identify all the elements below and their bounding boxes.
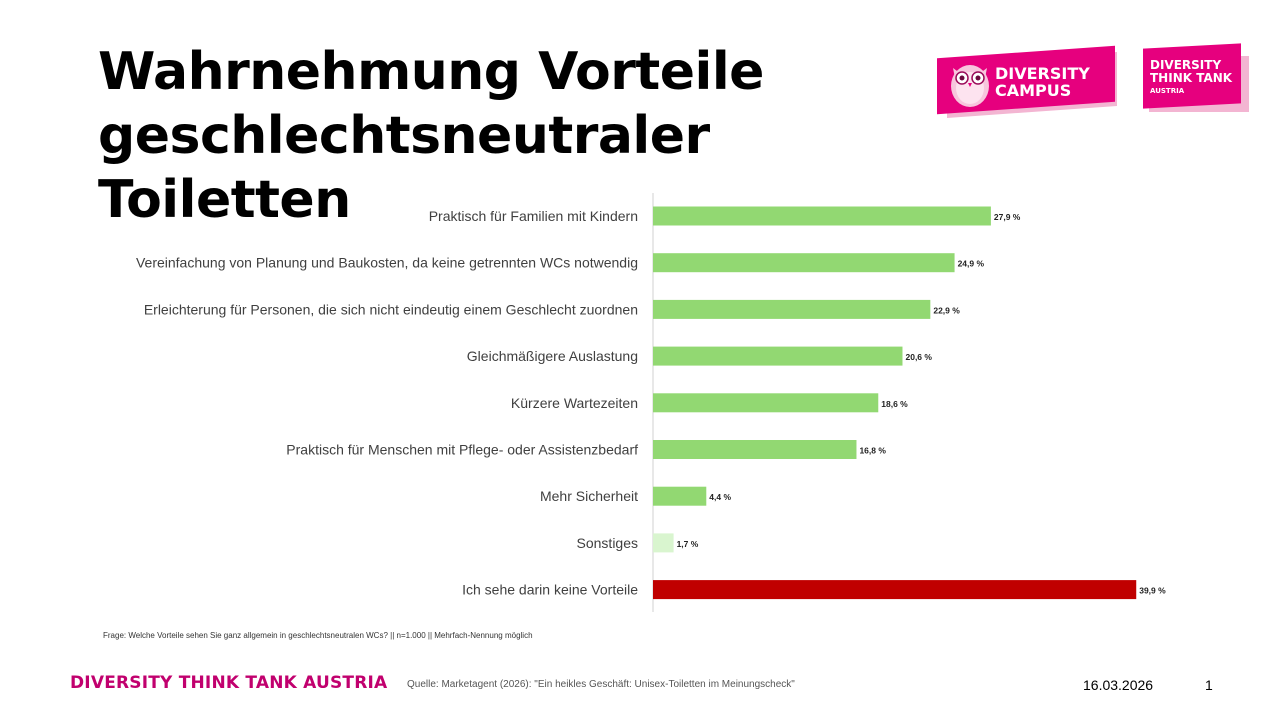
diversity-think-tank-logo: DIVERSITY THINK TANK AUSTRIA: [1143, 43, 1251, 112]
data-label: 27,9 %: [994, 212, 1021, 222]
bar: [653, 440, 857, 459]
data-label: 39,9 %: [1139, 586, 1166, 596]
survey-question-note: Frage: Welche Vorteile sehen Sie ganz al…: [103, 631, 533, 640]
title-line-2: geschlechtsneutraler Toiletten: [98, 106, 710, 230]
data-label: 20,6 %: [905, 352, 932, 362]
diversity-campus-logo: DIVERSITY CAMPUS: [937, 45, 1117, 118]
campus-logo-line-2: CAMPUS: [995, 81, 1072, 100]
category-label: Sonstiges: [577, 535, 638, 551]
bar: [653, 580, 1137, 600]
slide-title: Wahrnehmung Vorteile geschlechtsneutrale…: [98, 40, 918, 232]
bar: [653, 206, 991, 226]
category-label: Vereinfachung von Planung und Baukosten,…: [136, 255, 638, 271]
data-label: 18,6 %: [881, 399, 908, 409]
bar: [653, 346, 903, 366]
bar: [653, 393, 879, 413]
category-label: Praktisch für Menschen mit Pflege- oder …: [286, 442, 638, 458]
bar: [653, 486, 707, 506]
page-number: 1: [1205, 677, 1213, 693]
data-label: 4,4 %: [709, 492, 731, 502]
title-line-1: Wahrnehmung Vorteile: [98, 42, 764, 102]
data-label: 24,9 %: [958, 259, 985, 269]
bar: [653, 299, 931, 319]
category-label: Praktisch für Familien mit Kindern: [429, 208, 638, 224]
category-label: Ich sehe darin keine Vorteile: [462, 582, 638, 598]
data-label: 22,9 %: [933, 305, 960, 315]
campus-logo-line-1: DIVERSITY: [995, 64, 1090, 83]
owl-icon: [951, 65, 989, 107]
category-label: Erleichterung für Personen, die sich nic…: [144, 301, 638, 317]
data-label: 16,8 %: [859, 446, 886, 456]
bar: [653, 533, 674, 553]
dtt-logo-line-2: THINK TANK: [1150, 71, 1233, 85]
footer-brand: DIVERSITY THINK TANK AUSTRIA: [70, 673, 388, 693]
dtt-logo-line-1: DIVERSITY: [1150, 58, 1222, 72]
category-label: Kürzere Wartezeiten: [511, 395, 638, 411]
category-label: Mehr Sicherheit: [540, 488, 638, 504]
dtt-logo-line-3: AUSTRIA: [1150, 87, 1185, 95]
slide-date: 16.03.2026: [1083, 677, 1154, 693]
category-label: Gleichmäßigere Auslastung: [467, 348, 638, 364]
source-note: Quelle: Marketagent (2026): "Ein heikles…: [407, 679, 795, 690]
data-label: 1,7 %: [677, 539, 699, 549]
bar: [653, 253, 955, 273]
